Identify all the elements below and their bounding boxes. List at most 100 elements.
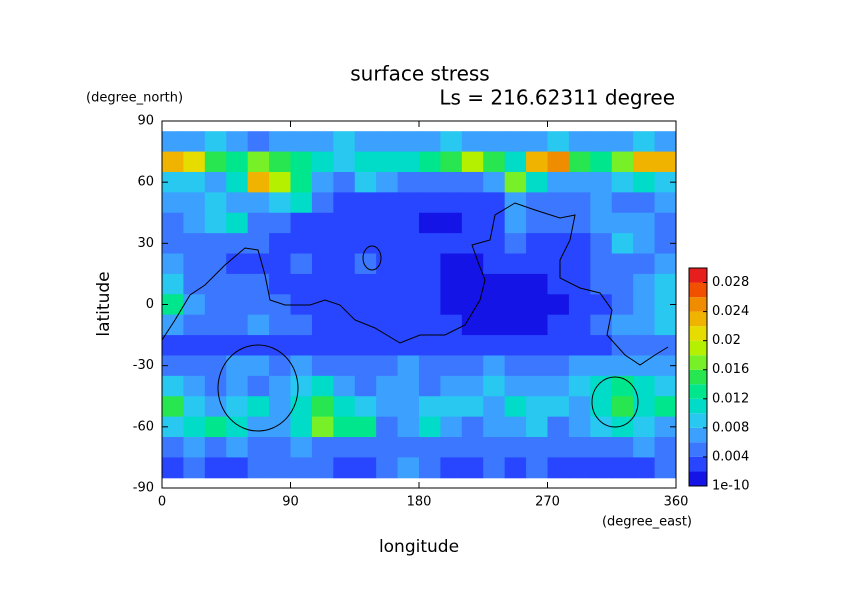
heat-cell: [204, 212, 227, 234]
heat-cell: [183, 437, 206, 458]
colorbar-block: [689, 282, 707, 298]
heat-cell: [547, 335, 570, 356]
heat-cell: [183, 314, 206, 336]
heat-cell: [526, 437, 548, 458]
heat-cell: [547, 151, 570, 173]
heat-cell: [504, 375, 527, 397]
heat-cell: [654, 335, 677, 356]
heat-cell: [611, 233, 634, 255]
heat-cell: [247, 192, 270, 214]
colorbar-tick-label: 0.02: [712, 333, 741, 348]
heat-cell: [483, 233, 506, 255]
heat-cell: [183, 416, 206, 438]
heat-cell: [226, 335, 249, 356]
heat-cell: [633, 355, 656, 377]
heat-cell: [333, 212, 356, 234]
chart-subtitle: Ls = 216.62311 degree: [439, 86, 675, 110]
heat-cell: [247, 375, 270, 397]
heat-cell: [461, 233, 484, 255]
heat-cell: [269, 437, 291, 458]
heat-cell: [633, 192, 656, 214]
heat-cell: [311, 355, 334, 377]
x-tick-label: 360: [664, 495, 689, 510]
heat-cell: [162, 437, 184, 458]
heat-cell: [526, 233, 548, 255]
heat-cell: [397, 335, 420, 356]
heat-cell: [590, 294, 613, 316]
heat-cell: [397, 375, 420, 397]
colorbar-tick-label: 0.028: [712, 275, 749, 290]
heat-cell: [633, 171, 656, 193]
heat-cell: [504, 273, 527, 295]
heat-cell: [204, 294, 227, 316]
heat-cell: [162, 233, 184, 255]
heat-cell: [568, 457, 591, 479]
heat-cell: [611, 192, 634, 214]
y-units: (degree_north): [86, 91, 183, 106]
heat-cell: [333, 192, 356, 214]
heat-cell: [568, 294, 591, 316]
heat-cell: [440, 437, 463, 458]
heat-cell: [568, 131, 591, 153]
x-tick-label: 90: [282, 495, 299, 510]
heat-cell: [547, 253, 570, 275]
heat-cell: [290, 437, 313, 458]
heat-cell: [547, 375, 570, 397]
heat-cell: [376, 171, 399, 193]
heat-cell: [376, 294, 399, 316]
heat-cell: [440, 457, 463, 479]
heat-cell: [247, 212, 270, 234]
heat-cell: [269, 396, 291, 418]
heat-cell: [333, 233, 356, 255]
heat-cell: [290, 416, 313, 438]
heat-cell: [204, 335, 227, 356]
heat-cell: [419, 171, 441, 193]
heat-cell: [247, 253, 270, 275]
heat-cell: [654, 131, 677, 153]
heat-cell: [654, 314, 677, 336]
heat-cell: [568, 396, 591, 418]
heat-cell: [419, 375, 441, 397]
heat-cell: [269, 192, 291, 214]
heat-cell: [162, 192, 184, 214]
heat-cell: [440, 396, 463, 418]
heat-cell: [526, 273, 548, 295]
heat-cell: [290, 457, 313, 479]
heat-cell: [440, 212, 463, 234]
heat-cell: [590, 355, 613, 377]
heat-cell: [376, 131, 399, 153]
heat-cell: [354, 273, 377, 295]
heat-cell: [269, 151, 291, 173]
heat-cell: [461, 416, 484, 438]
heat-cell: [311, 273, 334, 295]
heat-cell: [162, 396, 184, 418]
heat-cell: [568, 437, 591, 458]
heat-cell: [547, 131, 570, 153]
heat-cell: [547, 192, 570, 214]
heat-cell: [397, 253, 420, 275]
heat-cell: [226, 437, 249, 458]
heat-cell: [333, 355, 356, 377]
y-tick-label: -90: [133, 481, 154, 496]
heat-cell: [269, 171, 291, 193]
heat-cell: [611, 375, 634, 397]
heat-cell: [226, 416, 249, 438]
heat-cell: [397, 396, 420, 418]
heat-cell: [162, 375, 184, 397]
heat-cell: [183, 273, 206, 295]
heat-cell: [333, 437, 356, 458]
heat-cell: [311, 294, 334, 316]
heat-cell: [397, 212, 420, 234]
heat-cell: [376, 212, 399, 234]
heat-cell: [204, 375, 227, 397]
heat-cell: [376, 396, 399, 418]
heat-cell: [461, 437, 484, 458]
heat-cell: [461, 192, 484, 214]
coastline: [362, 245, 382, 271]
heat-cell: [419, 457, 441, 479]
heat-cell: [354, 192, 377, 214]
heat-cell: [269, 273, 291, 295]
heat-cell: [162, 131, 184, 153]
heat-cell: [333, 151, 356, 173]
heat-cell: [269, 253, 291, 275]
